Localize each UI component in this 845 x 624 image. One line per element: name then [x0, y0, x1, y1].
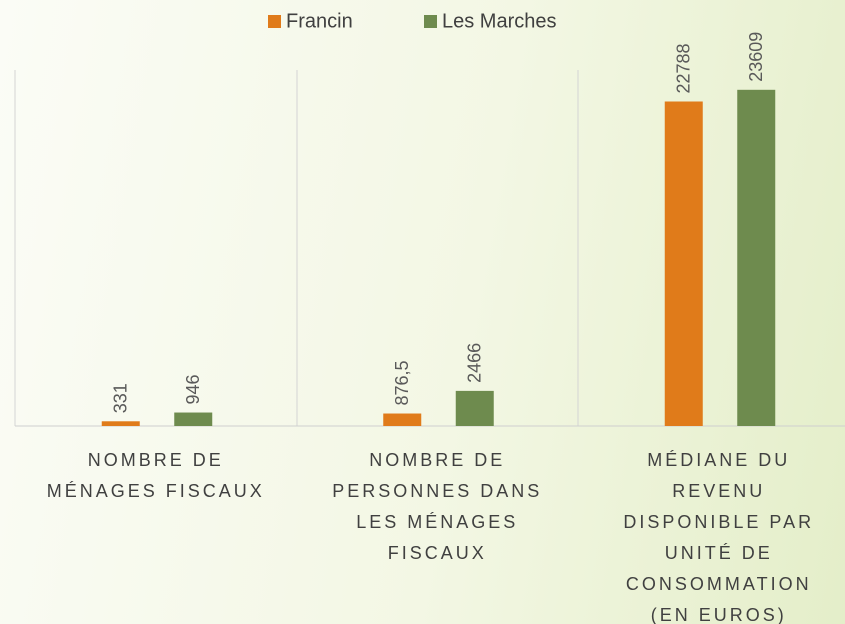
legend-label: Francin [286, 10, 353, 32]
legend-label: Les Marches [442, 10, 557, 32]
bar [455, 390, 494, 426]
x-tick-label: MÉDIANE DU REVENU DISPONIBLE PAR UNITÉ D… [623, 450, 815, 624]
bar [174, 412, 213, 426]
legend-swatch [268, 15, 281, 28]
bar [383, 413, 422, 426]
legend-swatch [424, 15, 437, 28]
data-label: 946 [183, 374, 203, 404]
bar [737, 89, 776, 427]
data-label: 23609 [746, 32, 766, 82]
x-tick-label: NOMBRE DE PERSONNES DANS LES MÉNAGES FIS… [332, 450, 543, 563]
bar [664, 101, 703, 427]
x-tick-label: NOMBRE DE MÉNAGES FISCAUX [46, 450, 265, 501]
bar [101, 421, 140, 426]
data-label: 2466 [465, 343, 485, 383]
data-label: 876,5 [392, 360, 412, 405]
data-label: 331 [111, 383, 131, 413]
data-label: 22788 [674, 43, 694, 93]
